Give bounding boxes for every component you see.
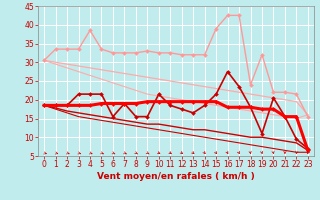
- X-axis label: Vent moyen/en rafales ( km/h ): Vent moyen/en rafales ( km/h ): [97, 172, 255, 181]
